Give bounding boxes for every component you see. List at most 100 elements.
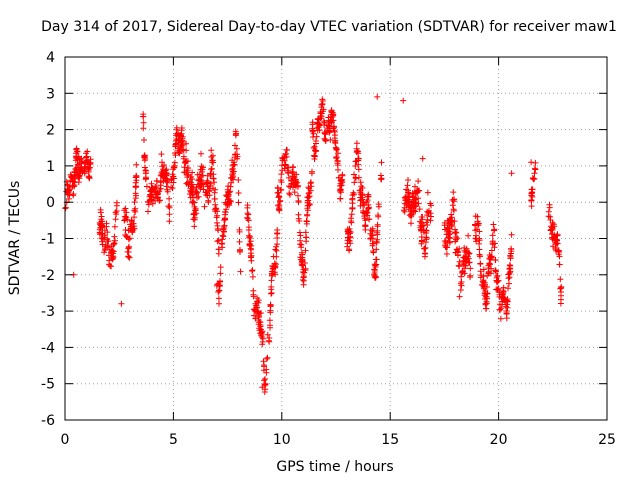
data-point <box>331 128 338 135</box>
data-point <box>118 300 125 307</box>
data-point <box>357 187 364 194</box>
data-point <box>214 208 221 215</box>
data-point <box>495 277 502 284</box>
data-point <box>110 241 117 248</box>
data-point <box>158 151 165 158</box>
data-point <box>373 239 380 246</box>
data-point <box>274 235 281 241</box>
data-point <box>208 147 215 154</box>
data-point <box>172 143 179 150</box>
data-point <box>508 250 514 257</box>
data-point <box>352 175 359 182</box>
data-point <box>209 157 216 164</box>
data-point <box>423 227 430 234</box>
data-point <box>249 267 256 274</box>
data-point <box>210 185 216 192</box>
data-point <box>311 153 318 160</box>
data-point <box>443 244 450 251</box>
data-point <box>503 310 510 316</box>
y-tick-label: 3 <box>46 86 55 102</box>
data-point <box>103 223 110 230</box>
data-point <box>410 207 417 214</box>
data-point <box>131 207 138 214</box>
data-point <box>308 170 315 177</box>
data-point <box>248 252 255 259</box>
data-point <box>189 192 196 199</box>
data-point <box>556 253 563 260</box>
data-point <box>142 167 149 174</box>
data-point <box>222 211 229 218</box>
data-point <box>378 175 385 182</box>
data-point <box>375 203 382 210</box>
data-point <box>279 162 285 169</box>
data-point <box>462 258 469 265</box>
data-point <box>451 218 458 225</box>
data-point <box>264 331 271 338</box>
data-point <box>528 159 535 166</box>
data-point <box>299 262 306 269</box>
data-point <box>87 156 94 163</box>
data-point <box>488 265 495 272</box>
data-point <box>348 211 355 218</box>
x-tick-label: 10 <box>273 432 291 448</box>
data-point <box>556 261 563 268</box>
data-point <box>475 222 482 229</box>
data-point <box>477 261 484 267</box>
axis-ticks: -6 -5 -4 -3 -2 -1 0 1 2 3 4 0 5 10 15 20 25 <box>41 50 616 448</box>
data-point <box>141 164 148 171</box>
data-point <box>558 292 564 299</box>
data-point <box>443 251 450 257</box>
data-point <box>245 232 252 239</box>
data-point <box>495 285 502 292</box>
data-point <box>335 166 341 173</box>
data-point <box>496 301 503 308</box>
data-point <box>74 148 81 155</box>
data-point <box>476 246 483 253</box>
data-point <box>245 227 252 233</box>
data-point <box>372 274 378 281</box>
data-point <box>133 161 140 168</box>
data-point <box>170 179 177 186</box>
data-point <box>309 119 316 126</box>
data-point <box>373 246 380 253</box>
data-point <box>335 150 341 157</box>
data-point <box>78 155 85 162</box>
data-point <box>295 211 302 218</box>
data-point <box>124 248 131 255</box>
data-point <box>421 245 428 252</box>
grid-lines <box>65 57 607 420</box>
data-point <box>506 265 513 272</box>
data-point <box>188 189 195 196</box>
data-point <box>494 286 501 293</box>
data-point <box>484 272 491 279</box>
data-point <box>487 254 494 261</box>
data-point <box>217 270 224 277</box>
data-point <box>405 177 411 183</box>
data-point <box>190 185 197 192</box>
data-point <box>415 200 422 207</box>
data-point <box>319 96 326 103</box>
data-point <box>467 272 474 279</box>
data-point <box>318 101 325 108</box>
data-point <box>285 170 292 177</box>
data-point <box>163 166 170 173</box>
data-point <box>97 206 104 213</box>
x-tick-label: 0 <box>61 432 70 448</box>
data-point <box>458 273 465 280</box>
data-point <box>171 162 178 169</box>
data-point <box>485 269 492 276</box>
data-point <box>378 159 385 166</box>
data-point <box>181 164 188 171</box>
data-point <box>300 273 307 280</box>
data-point <box>289 169 296 176</box>
data-point <box>548 223 554 230</box>
data-point <box>299 251 305 258</box>
data-point <box>355 174 362 181</box>
data-point <box>141 137 147 143</box>
data-point <box>555 249 562 255</box>
data-point <box>450 189 457 196</box>
data-point <box>349 192 356 199</box>
data-point <box>270 265 276 272</box>
data-point <box>212 201 219 208</box>
data-point <box>317 109 324 115</box>
